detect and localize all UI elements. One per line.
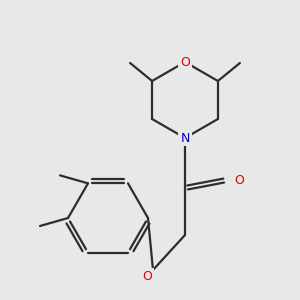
Text: N: N [180,131,190,145]
Text: O: O [234,173,244,187]
Text: O: O [142,269,152,283]
Text: O: O [180,56,190,68]
